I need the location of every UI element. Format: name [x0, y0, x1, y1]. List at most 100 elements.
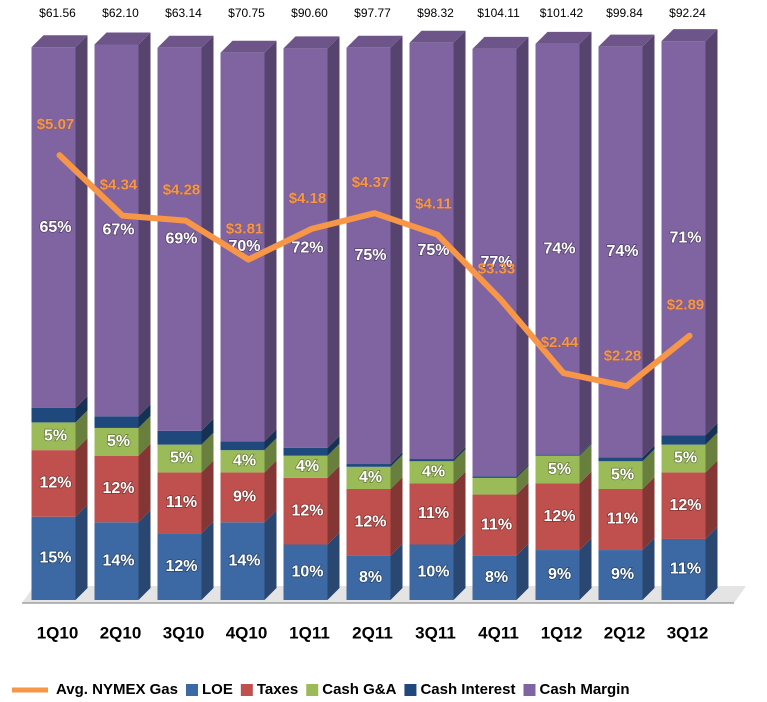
bar-segment: [535, 483, 580, 551]
data-label: 12%: [543, 508, 575, 525]
bar-side: [327, 36, 340, 448]
data-label: 4%: [422, 464, 445, 481]
bar-side: [75, 504, 88, 600]
bar-side: [453, 532, 466, 600]
bar-side: [516, 464, 529, 478]
bar-top: [472, 36, 529, 49]
data-label: 10%: [417, 563, 449, 580]
bar-segment: [94, 522, 139, 600]
bar-segment: [157, 47, 202, 431]
line-label: $4.28: [163, 182, 201, 199]
bar-segment: [661, 435, 706, 445]
data-label: 12%: [39, 475, 71, 492]
legend-swatch: [306, 684, 319, 696]
top-label: $99.84: [606, 6, 643, 20]
bar-segment: [661, 538, 706, 600]
data-label: 11%: [481, 516, 512, 533]
data-label: 14%: [102, 552, 134, 569]
line-label: $4.11: [415, 196, 452, 213]
data-label: 75%: [354, 247, 386, 264]
bar-side: [516, 482, 529, 556]
bar-top: [535, 31, 592, 44]
bar-side: [642, 449, 655, 489]
bar-segment: [409, 461, 454, 484]
data-label: 4%: [233, 452, 256, 469]
legend-label: Taxes: [257, 681, 298, 698]
bar-top: [157, 35, 214, 48]
data-label: 4%: [296, 458, 319, 475]
bar-segment: [283, 544, 328, 600]
bar-segment: [94, 427, 139, 456]
legend-label: Cash Interest: [420, 681, 515, 698]
bar-side: [579, 471, 592, 551]
data-label: 69%: [165, 230, 197, 247]
data-label: 8%: [359, 569, 382, 586]
data-label: 74%: [543, 240, 575, 257]
line-label: $4.18: [289, 190, 327, 207]
bar-side: [138, 510, 151, 600]
bar-segment: [157, 444, 202, 473]
data-label: 5%: [170, 450, 193, 467]
top-label: $63.14: [165, 6, 202, 20]
bar-segment: [31, 516, 76, 600]
bar-segment: [220, 522, 265, 600]
bar-segment: [535, 455, 580, 484]
bar-segment: [409, 483, 454, 545]
data-label: 11%: [670, 561, 701, 578]
legend-swatch: [185, 684, 198, 696]
bar-segment: [472, 494, 517, 556]
bar-side: [705, 526, 718, 600]
bar-segment: [535, 43, 580, 455]
bar-segment: [94, 455, 139, 523]
legend-swatch: [404, 684, 417, 696]
bar-side: [75, 35, 88, 408]
bar-segment: [220, 450, 265, 473]
x-tick-label: 1Q10: [37, 623, 79, 642]
bar-side: [579, 538, 592, 600]
bar-segment: [220, 441, 265, 451]
bar-side: [201, 418, 214, 445]
bar-side: [705, 423, 718, 445]
bar-segment: [94, 44, 139, 417]
bar-side: [705, 432, 718, 473]
data-label: 12%: [291, 502, 323, 519]
data-label: 8%: [485, 569, 508, 586]
bar-segment: [472, 48, 517, 477]
top-label: $61.56: [39, 6, 76, 20]
top-label: $98.32: [417, 6, 454, 20]
bar-segment: [472, 476, 517, 478]
bar-segment: [283, 477, 328, 545]
data-label: 74%: [606, 243, 638, 260]
bar-top: [94, 32, 151, 45]
bar-side: [75, 438, 88, 517]
bar-segment: [472, 477, 517, 495]
data-label: 5%: [107, 433, 130, 450]
bar-side: [75, 410, 88, 451]
x-tick-label: 2Q11: [352, 623, 393, 642]
line-label: $3.81: [226, 221, 264, 238]
bar-side: [201, 432, 214, 473]
legend-swatch: [240, 684, 253, 696]
bar-side: [264, 429, 277, 451]
bar-segment: [346, 555, 391, 600]
data-label: 10%: [291, 563, 323, 580]
line-label: $4.34: [100, 177, 138, 194]
bar-segment: [409, 42, 454, 460]
bar-side: [390, 452, 403, 467]
line-label: $2.89: [667, 297, 705, 314]
bar-side: [327, 435, 340, 456]
bar-top: [661, 29, 718, 42]
bar-segment: [661, 444, 706, 473]
top-label: $62.10: [102, 6, 139, 20]
bar-segment: [31, 47, 76, 408]
legend-label: Avg. NYMEX Gas: [56, 681, 178, 698]
bar-top: [283, 36, 340, 49]
x-tick-label: 2Q12: [604, 623, 646, 642]
data-label: 9%: [548, 566, 571, 583]
top-label: $70.75: [228, 6, 265, 20]
bar-segment: [598, 489, 643, 551]
bar-side: [390, 477, 403, 556]
bar-segment: [283, 455, 328, 478]
bar-side: [579, 442, 592, 456]
